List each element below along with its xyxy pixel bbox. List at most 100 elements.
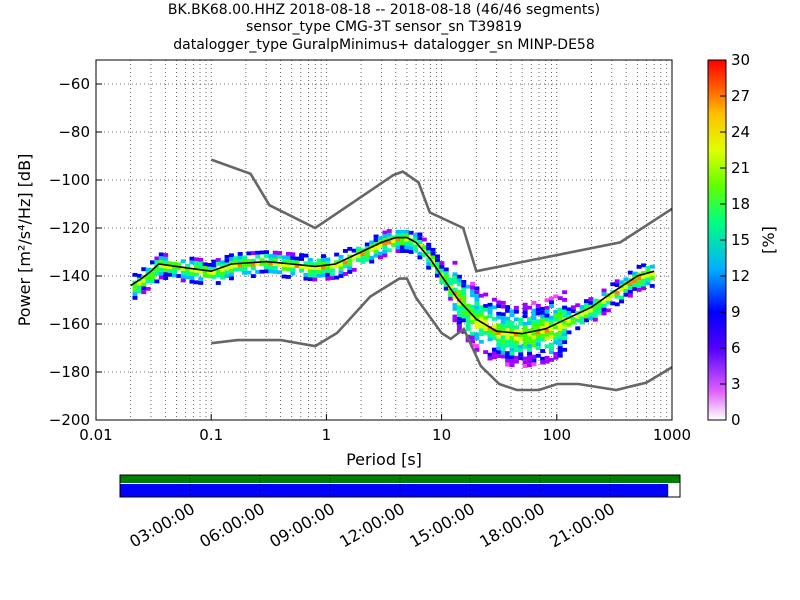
histogram-cell [614,302,620,307]
histogram-cell [198,265,204,270]
chart-title-line-2: sensor_type CMG-3T sensor_sn T39819 [246,19,522,35]
histogram-cell [448,292,454,297]
histogram-cell [220,271,226,276]
histogram-cell [535,353,541,358]
histogram-cell [316,258,322,263]
histogram-cell [566,322,572,327]
colorbar-axis: 0 3 6 9 12 15 18 21 24 27 30 [720,51,750,429]
histogram-cell [307,269,313,274]
histogram-cell [553,309,559,314]
histogram-cell [474,286,480,291]
histogram-cell [645,266,651,270]
histogram-cell [548,319,554,324]
histogram-cell [557,334,563,339]
colorbar-tick-label: 27 [731,87,750,105]
histogram-cell [641,282,646,287]
histogram-cell [264,261,269,266]
histogram-cell [224,266,230,271]
histogram-cell [443,275,449,280]
histogram-cell [382,234,388,239]
histogram-cell [483,315,489,320]
time-tick-label: 06:00:00 [196,499,268,551]
histogram-cell [189,256,195,261]
histogram-cell [228,276,234,281]
histogram-cell [513,340,519,345]
histogram-cell [228,264,234,269]
histogram-cell [522,310,528,315]
histogram-cell [382,238,388,243]
histogram-cell [605,296,611,301]
histogram-cell [356,258,362,263]
histogram-cell [448,296,454,301]
histogram-cell [228,272,234,277]
histogram-cell [509,324,515,329]
histogram-cell [548,334,554,339]
histogram-cell [180,270,186,275]
histogram-cell [189,260,195,265]
histogram-cell [496,338,502,343]
histogram-cell [562,347,568,352]
histogram-cell [334,264,340,269]
histogram-cell [509,328,515,333]
histogram-cell [220,268,226,272]
histogram-cell [553,332,559,337]
histogram-cell [426,265,432,270]
histogram-cell [610,282,616,287]
histogram-cell [207,270,213,275]
histogram-cell [185,271,191,276]
histogram-cell [575,303,581,308]
histogram-cell [487,306,493,311]
histogram-cell [307,257,313,262]
histogram-cell [579,312,585,317]
histogram-cell [513,328,519,333]
histogram-cell [193,272,199,277]
histogram-cell [163,256,169,261]
histogram-cell [220,275,226,280]
histogram-cell [535,334,541,339]
histogram-cell [487,314,493,319]
histogram-cell [570,316,576,321]
histogram-cell [259,250,265,255]
histogram-cell [509,313,515,318]
histogram-cell [141,290,147,295]
histogram-cell [553,355,559,360]
histogram-cell [645,277,651,282]
histogram-cell [250,266,256,271]
histogram-cell [478,332,484,337]
histogram-cell [250,262,256,267]
histogram-cell [557,315,563,320]
histogram-cell [544,313,550,318]
histogram-cell [470,339,476,344]
histogram-cell [329,276,335,281]
histogram-cell [566,330,572,335]
histogram-cell [531,308,537,313]
histogram-cell [189,268,195,273]
histogram-cell [246,251,252,256]
histogram-cell [470,293,476,298]
histogram-cell [500,339,506,344]
histogram-cell [619,295,625,300]
histogram-cell [522,364,528,369]
histogram-cell [474,301,480,306]
histogram-cell [237,255,243,260]
histogram-cell [649,283,655,288]
histogram-cell [491,305,497,310]
histogram-cell [281,255,287,260]
histogram-cell [548,331,554,335]
histogram-cell [272,250,278,255]
histogram-cell [277,254,283,259]
histogram-cell [619,280,625,285]
histogram-cell [377,244,383,248]
histogram-cell [474,305,480,310]
histogram-cell [456,328,462,333]
histogram-cell [145,279,151,284]
histogram-cell [167,261,173,266]
histogram-cell [342,264,348,269]
histogram-cell [316,273,322,278]
histogram-cell [544,332,550,337]
histogram-cell [448,285,454,290]
histogram-cell [456,316,462,321]
histogram-cell [535,342,541,347]
histogram-cell [373,234,379,239]
histogram-cell [505,343,511,348]
